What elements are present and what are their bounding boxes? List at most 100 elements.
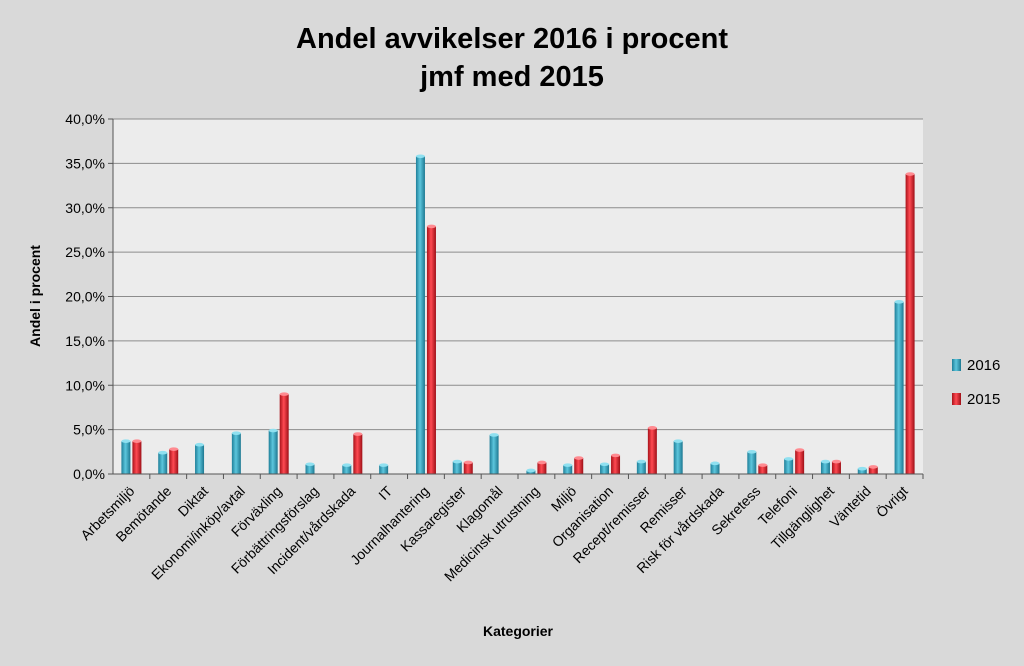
bar-2015-19 bbox=[831, 461, 841, 474]
bar-cap-2015-11 bbox=[537, 460, 547, 465]
bar-cap-2015-0 bbox=[132, 439, 142, 443]
y-tick-label: 25,0% bbox=[65, 244, 105, 260]
bar-cap-2015-1 bbox=[169, 447, 179, 451]
bar-2016-2 bbox=[195, 444, 205, 474]
bar-2016-18 bbox=[784, 458, 794, 474]
bar-2016-1 bbox=[158, 452, 168, 474]
bar-2015-14 bbox=[647, 427, 657, 474]
legend-label-2016: 2016 bbox=[967, 357, 1000, 374]
bar-cap-2015-9 bbox=[463, 460, 473, 465]
bar-cap-2016-21 bbox=[894, 300, 904, 304]
y-tick-label: 40,0% bbox=[65, 111, 105, 127]
bar-cap-2016-16 bbox=[710, 461, 720, 466]
bar-2015-21 bbox=[905, 174, 915, 474]
x-tick-label: Miljö bbox=[548, 483, 580, 515]
bar-2015-6 bbox=[353, 434, 363, 474]
bar-cap-2016-11 bbox=[526, 468, 536, 473]
bar-2016-7 bbox=[379, 465, 389, 474]
bar-cap-2016-0 bbox=[121, 439, 131, 443]
bar-cap-2016-8 bbox=[415, 154, 425, 159]
bar-2016-20 bbox=[857, 468, 867, 474]
bar-cap-2015-6 bbox=[353, 432, 363, 436]
bar-cap-2016-12 bbox=[563, 463, 573, 467]
bar-cap-2016-18 bbox=[784, 457, 794, 461]
bar-2016-5 bbox=[305, 464, 315, 474]
gridlines bbox=[113, 118, 923, 431]
bar-2016-10 bbox=[489, 434, 499, 474]
bar-cap-2015-12 bbox=[574, 456, 584, 460]
bar-2016-13 bbox=[600, 464, 610, 474]
bar-2016-17 bbox=[747, 451, 757, 474]
bar-2016-16 bbox=[710, 463, 720, 474]
bar-cap-2016-3 bbox=[231, 431, 241, 435]
bar-2015-0 bbox=[132, 441, 142, 474]
bar-cap-2015-14 bbox=[647, 426, 657, 430]
bar-cap-2016-6 bbox=[342, 463, 352, 467]
bar-2015-17 bbox=[758, 465, 768, 474]
y-tick-label: 10,0% bbox=[65, 377, 105, 393]
x-tick-label: Övrigt bbox=[872, 482, 911, 521]
x-axis-title: Kategorier bbox=[483, 623, 554, 639]
bar-2015-20 bbox=[868, 466, 878, 474]
bar-cap-2016-13 bbox=[600, 462, 610, 467]
bar-cap-2016-14 bbox=[636, 459, 646, 464]
bars bbox=[121, 154, 915, 474]
bar-cap-2016-17 bbox=[747, 450, 757, 454]
bar-2016-8 bbox=[415, 156, 425, 474]
bar-cap-2016-19 bbox=[820, 459, 830, 464]
legend-swatch-2016 bbox=[952, 359, 961, 371]
bar-2016-12 bbox=[563, 465, 573, 474]
legend-swatch-2015 bbox=[952, 393, 961, 405]
bar-cap-2016-4 bbox=[268, 428, 278, 433]
y-tick-label: 20,0% bbox=[65, 289, 105, 305]
y-tick-label: 0,0% bbox=[73, 466, 105, 482]
y-tick-label: 5,0% bbox=[73, 422, 105, 438]
bar-cap-2015-18 bbox=[795, 448, 805, 452]
bar-cap-2015-4 bbox=[279, 392, 289, 396]
bar-cap-2015-19 bbox=[831, 459, 841, 464]
bar-2016-0 bbox=[121, 441, 131, 474]
bar-2015-4 bbox=[279, 394, 289, 474]
bar-2016-14 bbox=[636, 461, 646, 474]
bar-cap-2016-9 bbox=[452, 459, 462, 464]
legend: 2016 2015 bbox=[952, 357, 1000, 408]
bar-2016-9 bbox=[452, 461, 462, 474]
bar-cap-2015-20 bbox=[868, 465, 878, 469]
bar-2016-3 bbox=[231, 433, 241, 474]
bar-2016-21 bbox=[894, 301, 904, 474]
bar-cap-2016-7 bbox=[379, 463, 389, 467]
bar-cap-2016-1 bbox=[158, 450, 168, 455]
bar-cap-2016-2 bbox=[195, 442, 205, 447]
bar-2016-4 bbox=[268, 430, 278, 474]
y-tick-label: 15,0% bbox=[65, 333, 105, 349]
chart-title-line-2: jmf med 2015 bbox=[419, 61, 604, 93]
bar-cap-2016-10 bbox=[489, 433, 499, 437]
bar-cap-2016-20 bbox=[857, 466, 867, 471]
y-tick-label: 35,0% bbox=[65, 155, 105, 171]
bar-cap-2015-17 bbox=[758, 463, 768, 467]
bar-2015-18 bbox=[795, 450, 805, 474]
bar-2015-9 bbox=[463, 462, 473, 474]
bar-2016-6 bbox=[342, 465, 352, 474]
legend-label-2015: 2015 bbox=[967, 391, 1000, 408]
bar-2015-11 bbox=[537, 462, 547, 474]
bar-cap-2015-21 bbox=[905, 172, 915, 176]
x-tick-label: Väntetid bbox=[826, 483, 874, 531]
bar-2015-12 bbox=[574, 458, 584, 474]
y-tick-label: 30,0% bbox=[65, 200, 105, 216]
bar-2015-1 bbox=[169, 449, 179, 474]
y-axis-ticks: 0,0% 5,0% 10,0% 15,0% 20,0% 25,0% 30,0% 35,0% 40… bbox=[65, 111, 113, 482]
x-tick-label: IT bbox=[375, 482, 395, 502]
bar-2015-8 bbox=[426, 226, 436, 474]
y-axis-title: Andel i procent bbox=[27, 245, 43, 347]
bar-2016-15 bbox=[673, 441, 683, 474]
chart-title-line-1: Andel avvikelser 2016 i procent bbox=[296, 23, 728, 55]
bar-cap-2015-13 bbox=[611, 453, 621, 458]
bar-2016-19 bbox=[820, 461, 830, 474]
bar-cap-2016-5 bbox=[305, 462, 315, 467]
bar-cap-2015-8 bbox=[426, 224, 436, 229]
bar-cap-2016-15 bbox=[673, 439, 683, 443]
